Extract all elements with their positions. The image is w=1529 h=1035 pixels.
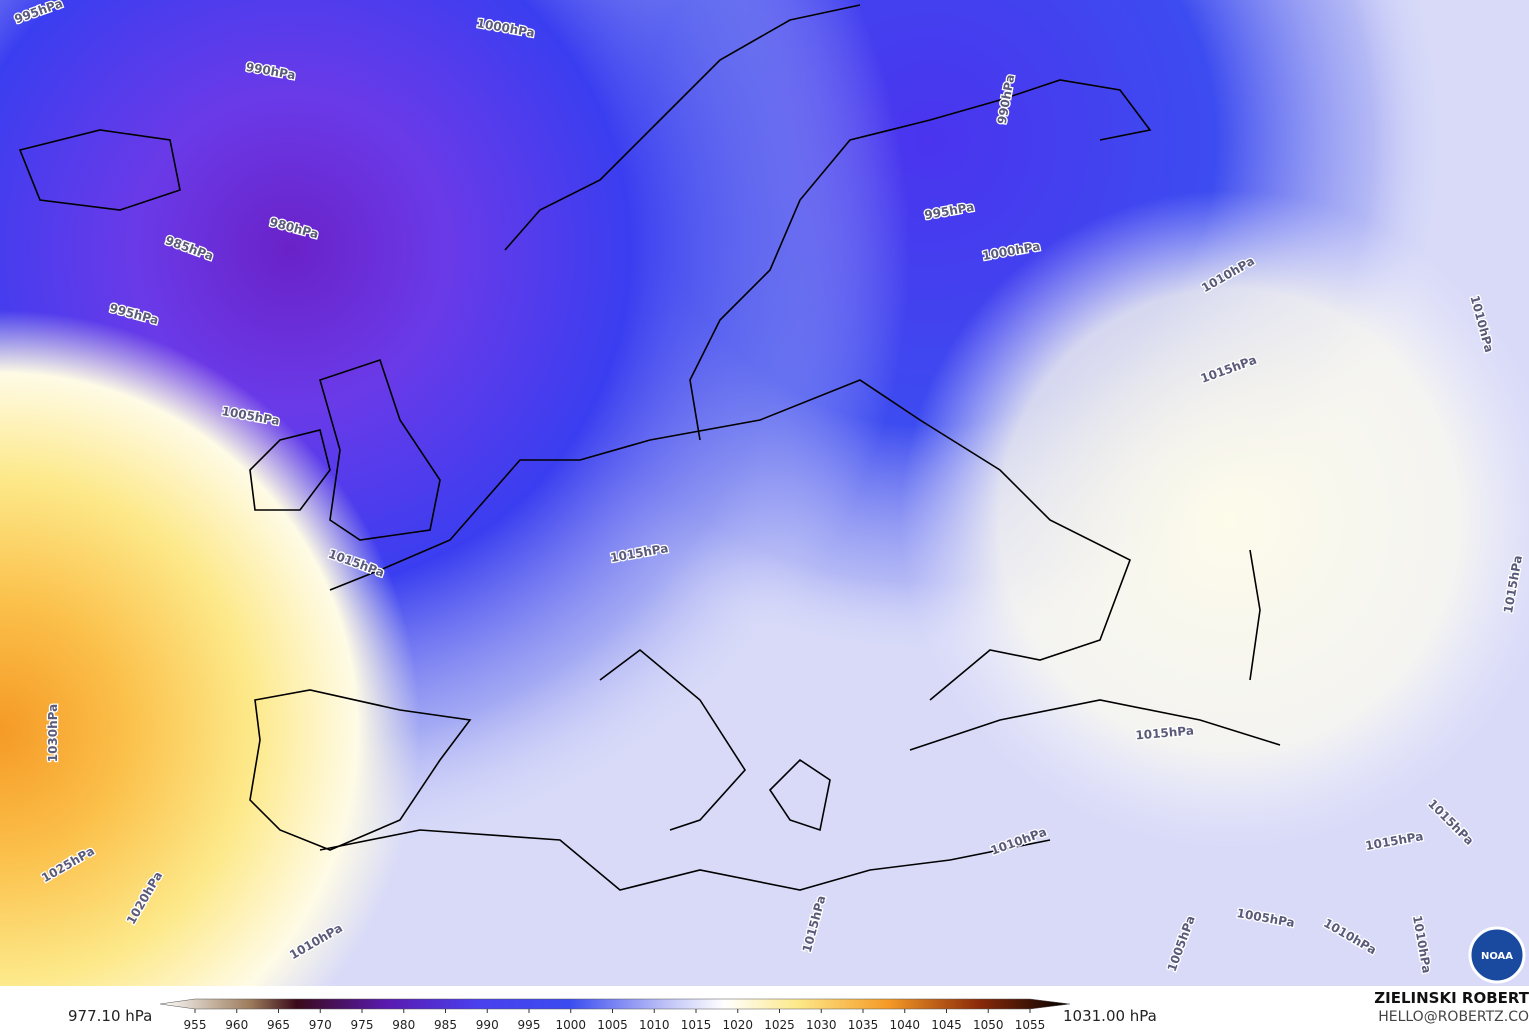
colorbar-tick-label: 955 — [184, 1018, 207, 1032]
colorbar-tick-label: 980 — [392, 1018, 415, 1032]
credit-name: ZIELINSKI ROBERT — [1374, 989, 1529, 1007]
footer — [0, 986, 1529, 1035]
colorbar-tick-label: 1040 — [889, 1018, 920, 1032]
credit-email: HELLO@ROBERTZ.CO — [1378, 1009, 1529, 1025]
colorbar-tick-label: 1010 — [639, 1018, 670, 1032]
turkey-caspian-outline — [909, 549, 1281, 751]
map: 995hPa1000hPa990hPa980hPa985hPa995hPa100… — [0, 0, 1529, 986]
scandinavia-outline — [504, 4, 1152, 441]
colorbar-tick-label: 960 — [225, 1018, 248, 1032]
colorbar-tick-label: 975 — [351, 1018, 374, 1032]
coastlines — [18, 4, 1281, 891]
north-africa-outline — [319, 829, 1051, 891]
colorbar: 977.10 hPa 1031.00 hPa 955 960 965 970 975 98… — [68, 998, 1157, 1032]
colorbar-tick-label: 995 — [518, 1018, 541, 1032]
colorbar-tick-label: 1045 — [931, 1018, 962, 1032]
colorbar-tick-label: 1015 — [681, 1018, 712, 1032]
colorbar-tick-label: 1055 — [1015, 1018, 1046, 1032]
colorbar-tick-label: 970 — [309, 1018, 332, 1032]
colorbar-tick-label: 1030 — [806, 1018, 837, 1032]
britain-outline — [319, 358, 441, 541]
logo-circle — [1468, 926, 1526, 984]
colorbar-tick-label: 1020 — [722, 1018, 753, 1032]
high-pressure-west — [0, 0, 1529, 986]
colorbar-tick-label: 1025 — [764, 1018, 795, 1032]
isobar-label: 1015hPa — [1135, 723, 1195, 742]
greece-outline — [768, 758, 831, 832]
colorbar-min-label: 977.10 hPa — [68, 1007, 152, 1025]
continent-outline — [329, 379, 1132, 701]
ireland-outline — [249, 429, 331, 511]
logo-text: NOAA — [1481, 951, 1513, 962]
italy-outline — [599, 648, 747, 831]
isobar-label: 1030hPa — [46, 704, 60, 763]
colorbar-tick-label: 985 — [434, 1018, 457, 1032]
colorbar-tick-label: 1000 — [555, 1018, 586, 1032]
colorbar-tick-label: 965 — [267, 1018, 290, 1032]
colorbar-tick-label: 1005 — [597, 1018, 628, 1032]
colorbar-tick-label: 990 — [476, 1018, 499, 1032]
iberia-outline — [249, 689, 472, 851]
colorbar-bar — [159, 998, 1071, 1010]
colorbar-max-label: 1031.00 hPa — [1063, 1007, 1157, 1025]
noaa-logo: NOAA — [1468, 926, 1526, 984]
colorbar-tick-label: 1035 — [848, 1018, 879, 1032]
colorbar-tick-label: 1050 — [973, 1018, 1004, 1032]
iceland-outline — [18, 129, 181, 211]
